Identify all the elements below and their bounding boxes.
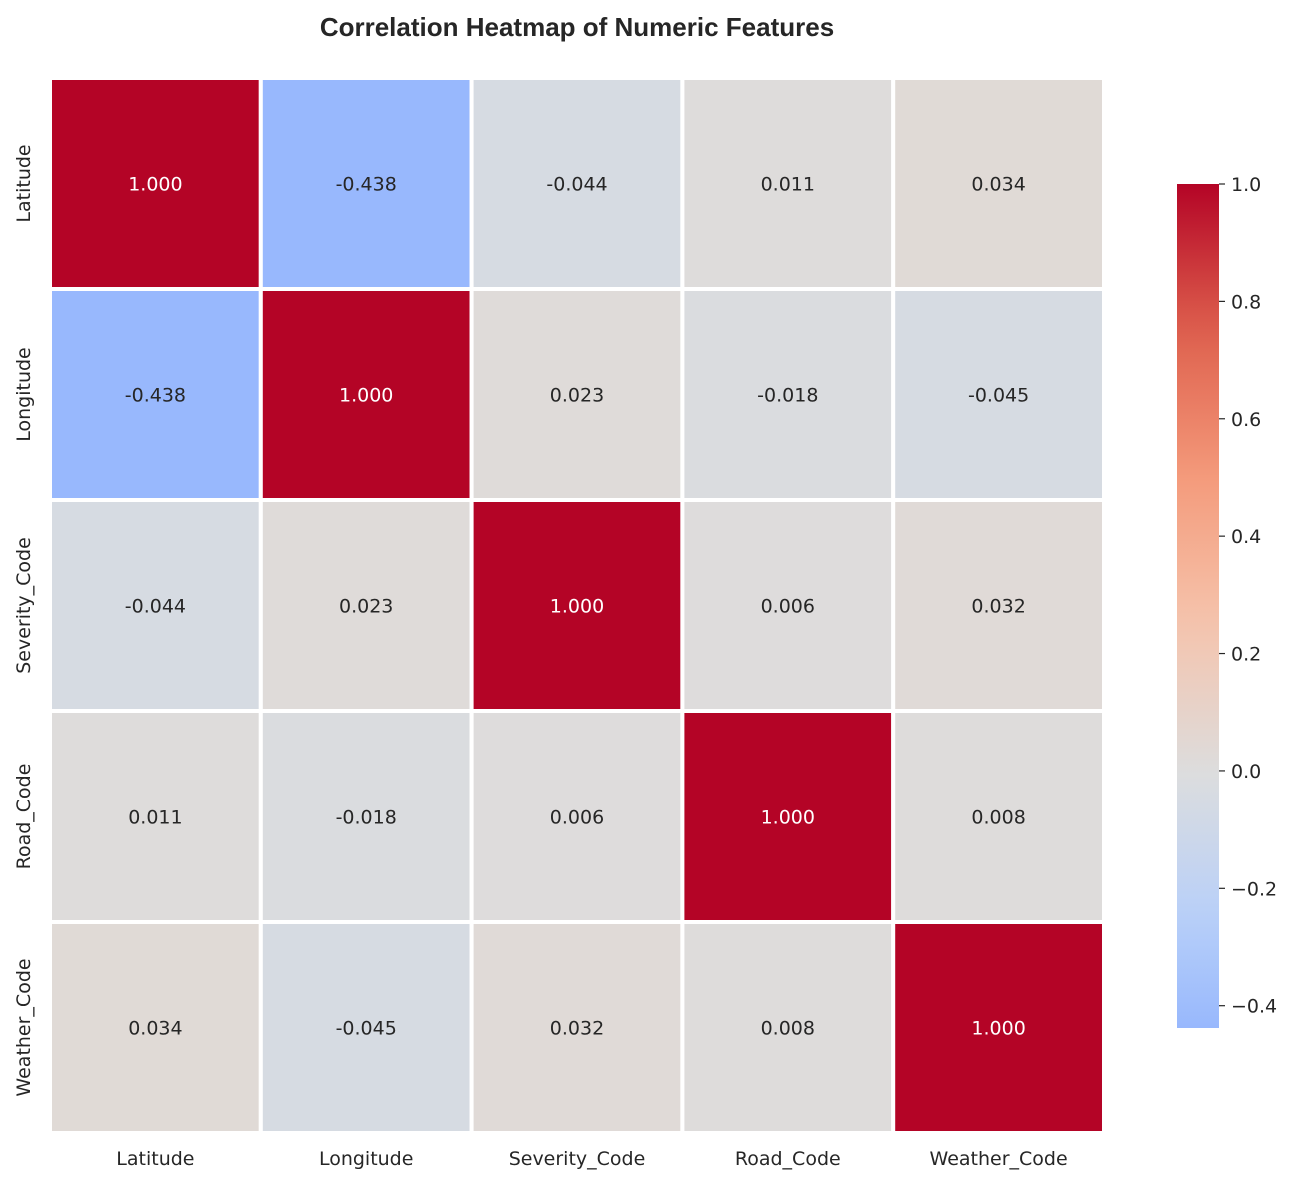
heatmap-cell-value: -0.044 [125, 596, 186, 618]
colorbar-tick-label: −0.2 [1231, 878, 1277, 900]
heatmap-cell-value: 0.032 [550, 1018, 604, 1040]
heatmap-cell-value: 1.000 [971, 1018, 1025, 1040]
heatmap-cell-value: 0.011 [761, 174, 815, 196]
colorbar-tick-label: 1.0 [1231, 174, 1261, 196]
heatmap-cell-value: 0.023 [339, 596, 393, 618]
heatmap-cell-value: -0.045 [336, 1018, 397, 1040]
colorbar-tick-label: −0.4 [1231, 996, 1277, 1018]
x-tick-label: Road_Code [735, 1148, 841, 1170]
heatmap-cell-Weather_Code-Severity_Code [469, 920, 685, 1135]
y-tick-label: Severity_Code [13, 537, 35, 674]
colorbar-tick-label: 0.4 [1231, 526, 1261, 548]
heatmap-cell-value: 0.011 [128, 807, 182, 829]
heatmap-cell-value: 0.034 [971, 174, 1025, 196]
heatmap-cell-Road_Code-Weather_Code [891, 709, 1107, 924]
x-axis-ticks: Latitude Longitude Severity_Code Road_Code W… [116, 1148, 1067, 1170]
heatmap-cell-Longitude-Weather_Code [891, 287, 1107, 502]
heatmap-cell-value: 1.000 [339, 385, 393, 407]
heatmap-cell-Severity_Code-Road_Code [680, 498, 896, 713]
heatmap-cell-Latitude-Severity_Code [469, 76, 685, 291]
heatmap-cell-Road_Code-Longitude [258, 709, 474, 924]
heatmap-cell-value: -0.045 [968, 385, 1029, 407]
chart-title: Correlation Heatmap of Numeric Features [320, 12, 834, 42]
heatmap-cell-Road_Code-Latitude [48, 709, 263, 924]
heatmap-cell-value: -0.018 [757, 385, 818, 407]
colorbar-tick-label: 0.2 [1231, 644, 1261, 666]
y-axis-ticks: Latitude Longitude Severity_Code Road_Code W… [13, 144, 35, 1096]
colorbar-tick-label: 0.6 [1231, 409, 1261, 431]
x-tick-label: Severity_Code [509, 1148, 646, 1170]
heatmap-cell-Road_Code-Road_Code [680, 709, 896, 924]
y-tick-label: Road_Code [13, 764, 35, 870]
heatmap-cell-Longitude-Severity_Code [469, 287, 685, 502]
colorbar-gradient [1177, 184, 1219, 1028]
heatmap-cell-value: -0.438 [336, 174, 397, 196]
heatmap-cell-Weather_Code-Weather_Code [891, 920, 1107, 1135]
heatmap-cell-Road_Code-Severity_Code [469, 709, 685, 924]
heatmap-cell-value: 0.032 [971, 596, 1025, 618]
colorbar-tick-label: 0.8 [1231, 291, 1261, 313]
colorbar: 1.0 0.8 0.6 0.4 0.2 0.0 −0.2 −0.4 [1177, 174, 1277, 1028]
x-tick-label: Longitude [319, 1148, 414, 1170]
x-tick-label: Weather_Code [930, 1148, 1068, 1170]
heatmap-cell-value: 1.000 [550, 596, 604, 618]
y-tick-label: Latitude [13, 144, 35, 222]
heatmap-cell-Weather_Code-Longitude [258, 920, 474, 1135]
heatmap-cell-value: 1.000 [128, 174, 182, 196]
x-tick-label: Latitude [116, 1148, 194, 1170]
heatmap-cell-value: 0.034 [128, 1018, 182, 1040]
heatmap-cell-value: -0.044 [546, 174, 607, 196]
y-tick-label: Longitude [13, 347, 35, 442]
heatmap-cell-value: 0.008 [761, 1018, 815, 1040]
heatmap-cell-value: 1.000 [761, 807, 815, 829]
heatmap-cell-Severity_Code-Longitude [258, 498, 474, 713]
heatmap-cells: 1.000 -0.438 -0.044 0.011 0.034 -0.438 1.000 0.… [48, 76, 1107, 1135]
heatmap-cell-value: 0.023 [550, 385, 604, 407]
heatmap-cell-Weather_Code-Latitude [48, 920, 263, 1135]
y-tick-label: Weather_Code [13, 958, 35, 1096]
heatmap-cell-Longitude-Latitude [48, 287, 263, 502]
heatmap-cell-value: 0.006 [761, 596, 815, 618]
heatmap-cell-value: -0.018 [336, 807, 397, 829]
colorbar-tick-label: 0.0 [1231, 761, 1261, 783]
heatmap-cell-value: 0.008 [971, 807, 1025, 829]
heatmap-cell-value: 0.006 [550, 807, 604, 829]
heatmap-cell-Latitude-Latitude [48, 76, 263, 291]
heatmap-cell-value: -0.438 [125, 385, 186, 407]
heatmap-cell-Latitude-Longitude [258, 76, 474, 291]
